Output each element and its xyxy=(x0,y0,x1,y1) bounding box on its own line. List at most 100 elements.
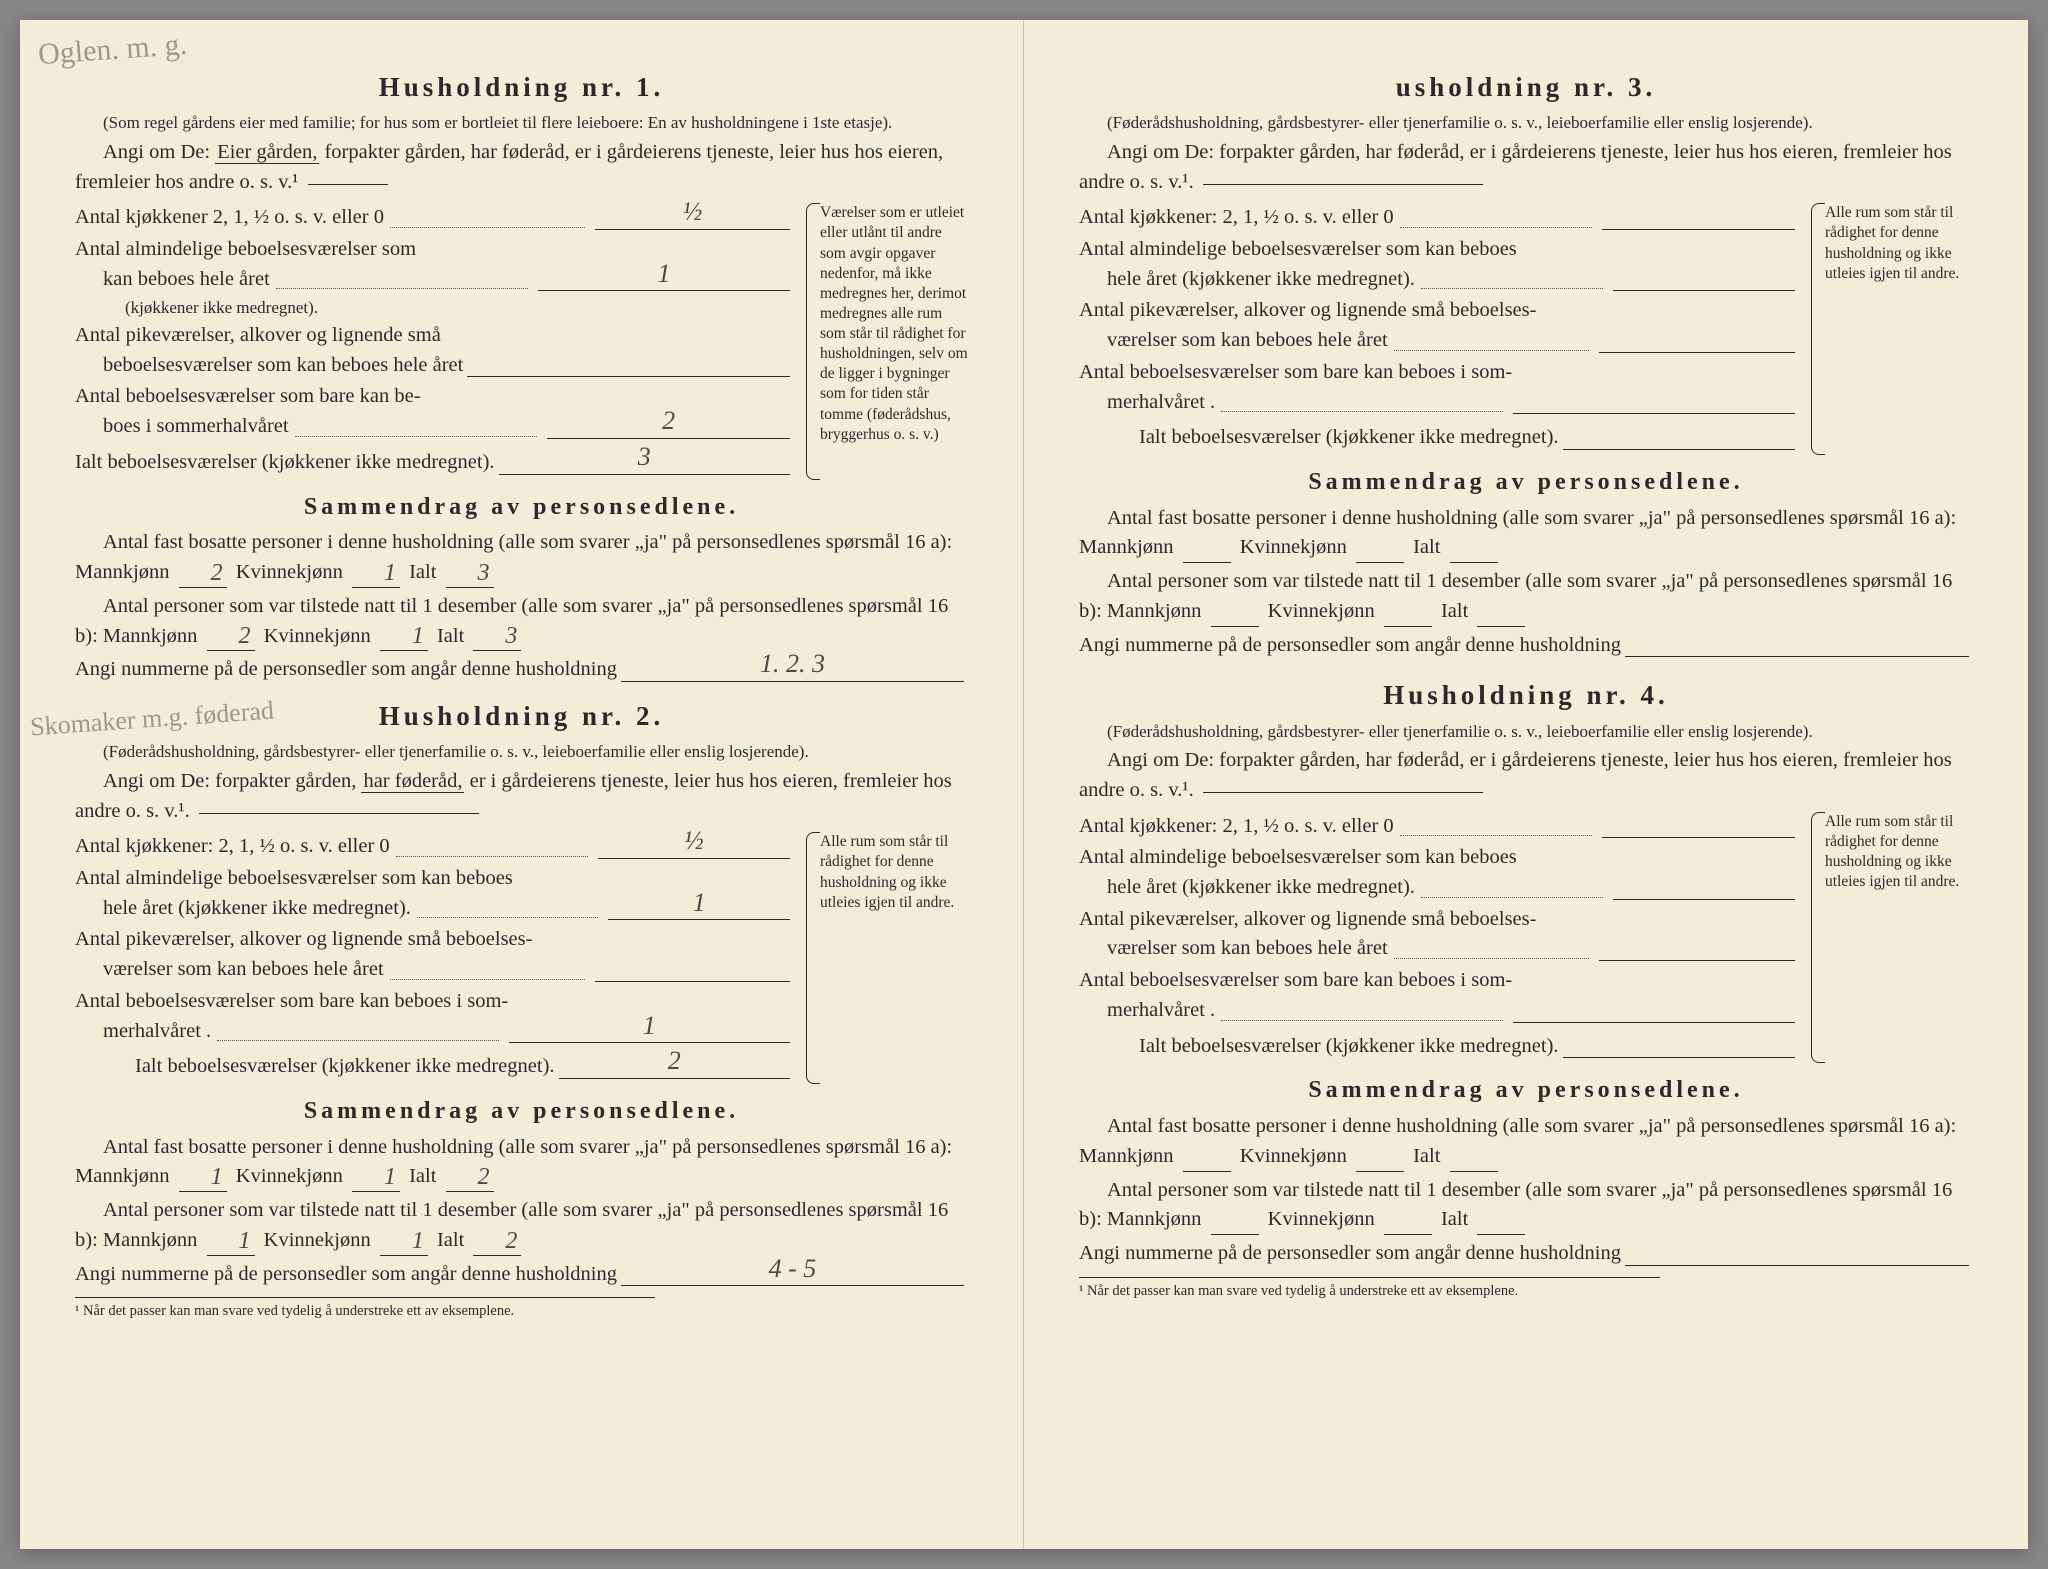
h2-p1-i: 2 xyxy=(446,1170,494,1192)
h4-p2-i xyxy=(1477,1213,1525,1235)
h1-kitchen-label: Antal kjøkkener 2, 1, ½ o. s. v. eller 0 xyxy=(75,203,384,233)
h4-kitchen-val xyxy=(1602,837,1795,838)
h1-maid2: beboelsesværelser som kan beboes hele år… xyxy=(75,351,794,381)
h2-total-val: 2 xyxy=(559,1078,790,1079)
h3-title: usholdning nr. 3. xyxy=(1079,68,1973,107)
h2-angi-blank xyxy=(199,813,479,814)
h2-total-label: Ialt beboelsesværelser (kjøkkener ikke m… xyxy=(135,1052,555,1082)
dots-icon xyxy=(295,436,538,437)
dots-icon xyxy=(1394,350,1590,351)
h3-subtitle: (Føderådshusholdning, gårdsbestyrer- ell… xyxy=(1079,111,1973,136)
h3-sum-p1: Antal fast bosatte personer i denne hush… xyxy=(1079,504,1973,563)
h1-maid1: Antal pikeværelser, alkover og lignende … xyxy=(75,321,794,351)
h1-ord2-label: kan beboes hele året xyxy=(75,265,270,295)
h4-angi-blank xyxy=(1203,792,1483,793)
h4-nums-label: Angi nummerne på de personsedler som ang… xyxy=(1079,1239,1621,1269)
h1-angi-underlined: Eier gården, xyxy=(215,141,319,164)
h3-total-val xyxy=(1563,449,1795,450)
dots-icon xyxy=(1400,835,1593,836)
left-page: Oglen. m. g. Husholdning nr. 1. (Som reg… xyxy=(20,20,1024,1549)
h3-sidenote-text: Alle rum som står til rådighet for denne… xyxy=(1825,204,1959,281)
h3-sum2-label: merhalvåret . xyxy=(1079,388,1215,418)
dots-icon xyxy=(417,917,599,918)
h1-sum1: Antal beboelsesværelser som bare kan be- xyxy=(75,382,794,412)
h4-p1-i xyxy=(1450,1150,1498,1172)
h2-maid2-label: værelser som kan beboes hele året xyxy=(75,955,384,985)
kvinne-label: Kvinnekjønn xyxy=(264,625,371,647)
h1-ord1: Antal almindelige beboelsesværelser som xyxy=(75,235,794,265)
h1-p1-m: 2 xyxy=(179,566,227,588)
h3-maid1: Antal pikeværelser, alkover og lignende … xyxy=(1079,296,1799,326)
h1-maid-val xyxy=(467,376,790,377)
h4-total-val xyxy=(1563,1057,1795,1058)
h1-summary-title: Sammendrag av personsedlene. xyxy=(75,490,968,525)
h3-p1-k xyxy=(1356,541,1404,563)
h3-ord-val xyxy=(1613,290,1795,291)
h3-summary-title: Sammendrag av personsedlene. xyxy=(1079,465,1973,500)
h1-sum-p2: Antal personer som var tilstede natt til… xyxy=(75,592,968,651)
h4-ord2-label: hele året (kjøkkener ikke medregnet). xyxy=(1079,873,1415,903)
h2-summary-title: Sammendrag av personsedlene. xyxy=(75,1094,968,1129)
h3-maid2-label: værelser som kan beboes hele året xyxy=(1079,326,1388,356)
dots-icon xyxy=(1221,1020,1503,1021)
h1-p2-m: 2 xyxy=(207,629,255,651)
h4-rooms-block: Antal kjøkkener: 2, 1, ½ o. s. v. eller … xyxy=(1079,812,1973,1064)
document-sheet: Oglen. m. g. Husholdning nr. 1. (Som reg… xyxy=(20,20,2028,1549)
h3-sum-val xyxy=(1513,413,1795,414)
ialt-label: Ialt xyxy=(1441,600,1468,622)
h4-angi: Angi om De: forpakter gården, har føderå… xyxy=(1079,746,1973,805)
h1-kitchen: Antal kjøkkener 2, 1, ½ o. s. v. eller 0… xyxy=(75,203,794,233)
h2-angi: Angi om De: forpakter gården, har føderå… xyxy=(75,767,968,826)
h2-sum-p1: Antal fast bosatte personer i denne hush… xyxy=(75,1133,968,1192)
h3-p2-k xyxy=(1384,605,1432,627)
h4-maid-val xyxy=(1599,960,1795,961)
h4-ord1: Antal almindelige beboelsesværelser som … xyxy=(1079,843,1799,873)
h1-total: Ialt beboelsesværelser (kjøkkener ikke m… xyxy=(75,448,794,478)
h4-sidenote-text: Alle rum som står til rådighet for denne… xyxy=(1825,813,1959,890)
h4-p1-m xyxy=(1183,1150,1231,1172)
h1-title: Husholdning nr. 1. xyxy=(75,68,968,107)
h2-nums: Angi nummerne på de personsedler som ang… xyxy=(75,1260,968,1290)
h4-maid1: Antal pikeværelser, alkover og lignende … xyxy=(1079,905,1799,935)
h2-maid1: Antal pikeværelser, alkover og lignende … xyxy=(75,925,794,955)
h2-sum-val: 1 xyxy=(509,1042,790,1043)
h3-rooms-left: Antal kjøkkener: 2, 1, ½ o. s. v. eller … xyxy=(1079,203,1799,455)
h2-nums-val: 4 - 5 xyxy=(621,1285,964,1286)
h4-kitchen-label: Antal kjøkkener: 2, 1, ½ o. s. v. eller … xyxy=(1079,812,1394,842)
right-footnote: ¹ Når det passer kan man svare ved tydel… xyxy=(1079,1277,1660,1302)
h3-ord1: Antal almindelige beboelsesværelser som … xyxy=(1079,235,1799,265)
h4-p2-m xyxy=(1211,1213,1259,1235)
h2-sidenote-text: Alle rum som står til rådighet for denne… xyxy=(820,833,954,910)
h4-angi-text: Angi om De: forpakter gården, har føderå… xyxy=(1079,749,1952,801)
h4-total: Ialt beboelsesværelser (kjøkkener ikke m… xyxy=(1079,1032,1799,1062)
brace-icon xyxy=(1811,203,1825,455)
h2-ord-val: 1 xyxy=(608,919,790,920)
h3-kitchen-val xyxy=(1602,229,1795,230)
h1-rooms-block: Antal kjøkkener 2, 1, ½ o. s. v. eller 0… xyxy=(75,203,968,479)
h3-ord2-label: hele året (kjøkkener ikke medregnet). xyxy=(1079,265,1415,295)
h3-kitchen-label: Antal kjøkkener: 2, 1, ½ o. s. v. eller … xyxy=(1079,203,1394,233)
h2-p2-k: 1 xyxy=(380,1234,428,1256)
h1-rooms-left: Antal kjøkkener 2, 1, ½ o. s. v. eller 0… xyxy=(75,203,794,479)
h4-sum-val xyxy=(1513,1022,1795,1023)
h2-ord2: hele året (kjøkkener ikke medregnet). 1 xyxy=(75,894,794,924)
brace-icon xyxy=(1811,812,1825,1064)
dots-icon xyxy=(1421,288,1603,289)
h3-rooms-block: Antal kjøkkener: 2, 1, ½ o. s. v. eller … xyxy=(1079,203,1973,455)
h4-nums: Angi nummerne på de personsedler som ang… xyxy=(1079,1239,1973,1269)
kvinne-label: Kvinnekjønn xyxy=(236,1165,343,1187)
h2-sum-p2: Antal personer som var tilstede natt til… xyxy=(75,1196,968,1255)
kvinne-label: Kvinnekjønn xyxy=(1240,536,1347,558)
h1-subtitle: (Som regel gårdens eier med familie; for… xyxy=(75,111,968,136)
h1-sum2-label: boes i sommerhalvåret xyxy=(75,412,289,442)
h3-kitchen: Antal kjøkkener: 2, 1, ½ o. s. v. eller … xyxy=(1079,203,1799,233)
h2-angi-underlined: har føderåd, xyxy=(361,770,464,793)
h1-angi: Angi om De: Eier gården, forpakter gårde… xyxy=(75,138,968,197)
h2-sum2-label: merhalvåret . xyxy=(75,1017,211,1047)
h1-p2-i: 3 xyxy=(473,629,521,651)
h1-nums: Angi nummerne på de personsedler som ang… xyxy=(75,655,968,685)
h4-ord-val xyxy=(1613,899,1795,900)
h4-summary-title: Sammendrag av personsedlene. xyxy=(1079,1073,1973,1108)
ialt-label: Ialt xyxy=(409,1165,436,1187)
h1-maid2-label: beboelsesværelser som kan beboes hele år… xyxy=(75,351,463,381)
